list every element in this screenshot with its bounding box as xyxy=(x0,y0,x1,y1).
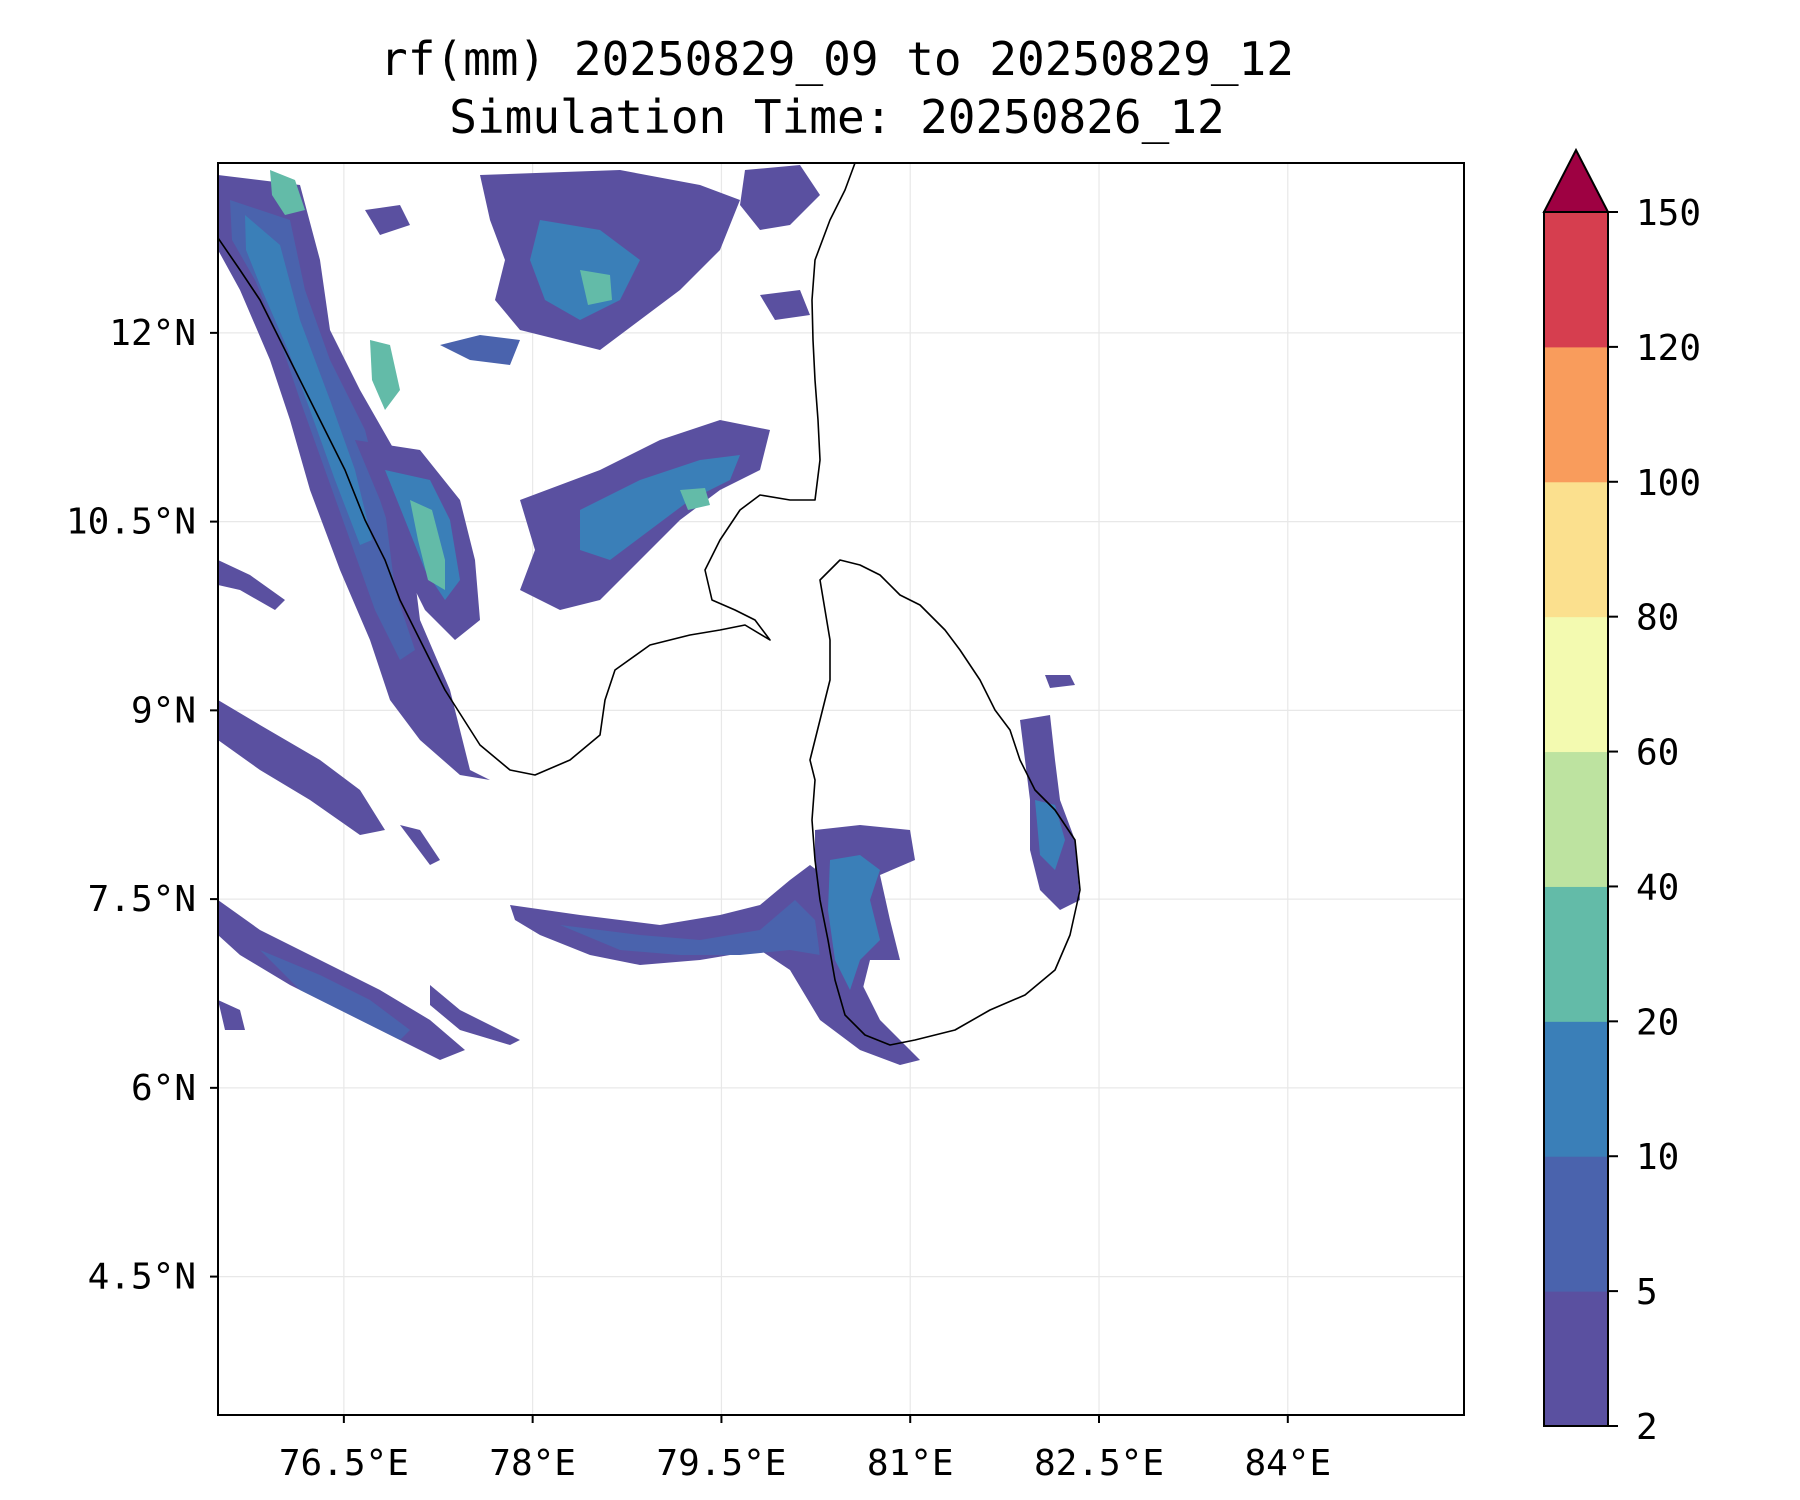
map-frame xyxy=(217,162,1465,1416)
lon-tick-label: 82.5°E xyxy=(1034,1443,1164,1484)
rain-area-arabian-band-4 xyxy=(400,825,440,865)
colorbar-extend-triangle xyxy=(1542,147,1610,213)
colorbar-tick-label: 60 xyxy=(1636,733,1679,774)
rain-area-tn-cell-c xyxy=(740,165,820,230)
rain-area-arabian-band-1 xyxy=(218,560,285,610)
colorbar-segment xyxy=(1544,1156,1608,1292)
colorbar-segment xyxy=(1544,616,1608,753)
map-title-line2: Simulation Time: 20250826_12 xyxy=(449,90,1224,144)
map-background xyxy=(218,163,1464,1415)
rain-area-ghats-high-1 xyxy=(270,170,305,215)
rainfall-contours xyxy=(218,165,1080,1065)
lat-tick-label: 9°N xyxy=(131,690,196,731)
colorbar-segment xyxy=(1544,346,1608,483)
lon-tick-label: 84°E xyxy=(1244,1443,1331,1484)
colorbar-tick-label: 120 xyxy=(1636,328,1701,369)
lat-tick-label: 4.5°N xyxy=(88,1257,196,1298)
colorbar-tick-label: 5 xyxy=(1636,1272,1658,1313)
lat-tick-label: 6°N xyxy=(131,1068,196,1109)
rain-area-srilanka-east-mid xyxy=(1035,800,1065,870)
colorbar-ticks: 2 5 10 20 40 60 80 100 120 150 xyxy=(1608,193,1701,1448)
colorbar-segment xyxy=(1544,886,1608,1022)
rain-area-tn-cell-d xyxy=(760,290,810,320)
rain-area-tn-cell-a xyxy=(365,205,410,235)
rain-area-tn-central-mid xyxy=(580,455,740,560)
colorbar-segment xyxy=(1544,212,1608,348)
gridlines xyxy=(218,163,1464,1415)
rain-area-srilanka-sw-mid xyxy=(828,855,880,990)
rain-area-kerala-coast-core xyxy=(245,215,372,545)
colorbar-tick-label: 100 xyxy=(1636,463,1701,504)
colorbar-tick-label: 20 xyxy=(1636,1002,1679,1043)
rain-area-tn-north-mid xyxy=(530,220,640,320)
rain-area-arabian-band-2 xyxy=(218,700,385,835)
lon-tick-label: 81°E xyxy=(867,1443,954,1484)
colorbar-tick-label: 10 xyxy=(1636,1137,1679,1178)
map-area: 12°N 10.5°N 9°N 7.5°N 6°N 4.5°N 76.5°E 78°E 79.… xyxy=(66,162,1465,1484)
colorbar-segment xyxy=(1544,1291,1608,1427)
map-title-line1: rf(mm) 20250829_09 to 20250829_12 xyxy=(380,32,1294,86)
rain-area-ghats-high-2 xyxy=(370,340,400,410)
coastlines xyxy=(218,163,1081,1046)
lon-tick-label: 76.5°E xyxy=(279,1443,409,1484)
lat-tick-label: 7.5°N xyxy=(88,879,196,920)
lon-ticks: 76.5°E 78°E 79.5°E 81°E 82.5°E 84°E xyxy=(279,1415,1331,1484)
rain-area-ghats-inland-high xyxy=(410,500,445,590)
rain-area-mannar-band-mid xyxy=(560,900,820,955)
lat-ticks: 12°N 10.5°N 9°N 7.5°N 6°N 4.5°N xyxy=(66,313,218,1298)
colorbar-tick-label: 40 xyxy=(1636,867,1679,908)
colorbar-tick-label: 80 xyxy=(1636,598,1679,639)
lon-tick-label: 78°E xyxy=(489,1443,576,1484)
coastline-srilanka xyxy=(809,559,1081,1046)
colorbar-segment xyxy=(1544,751,1608,887)
lat-tick-label: 10.5°N xyxy=(66,502,196,543)
rain-area-arabian-band-3-mid xyxy=(260,950,410,1040)
colorbar-segment xyxy=(1544,481,1608,618)
lat-tick-label: 12°N xyxy=(109,313,196,354)
colorbar-segments xyxy=(1544,212,1608,1427)
rain-area-tn-central-high xyxy=(680,488,710,510)
colorbar-segment xyxy=(1544,1021,1608,1157)
colorbar: 2 5 10 20 40 60 80 100 120 150 xyxy=(1542,147,1701,1448)
rain-area-arabian-band-5 xyxy=(430,985,520,1045)
rain-area-tn-north-high xyxy=(580,270,612,305)
lon-tick-label: 79.5°E xyxy=(656,1443,786,1484)
rain-area-tn-cell-b xyxy=(440,335,520,365)
colorbar-tick-label: 2 xyxy=(1636,1407,1658,1448)
colorbar-tick-label: 150 xyxy=(1636,193,1701,234)
rain-area-arabian-cell xyxy=(218,1000,245,1030)
rain-area-srilanka-east-cell xyxy=(1045,675,1075,688)
coastline-india xyxy=(218,163,856,776)
colorbar-frame xyxy=(1543,211,1609,1427)
rain-area-arabian-band-3 xyxy=(218,900,465,1060)
